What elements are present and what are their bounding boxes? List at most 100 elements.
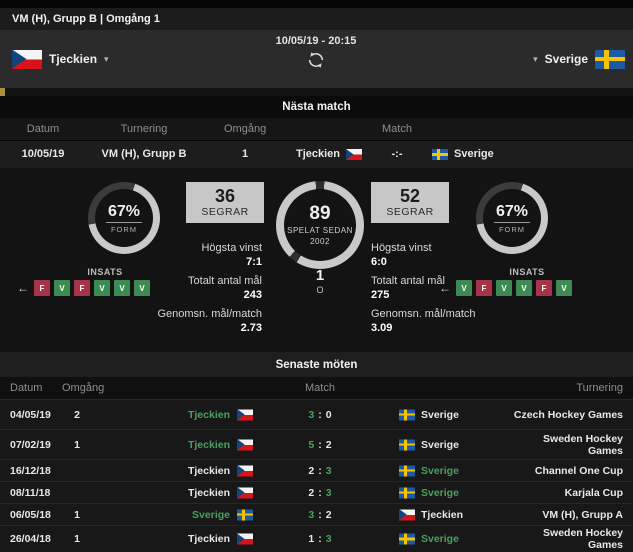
- page-title: VM (H), Grupp B | Omgång 1: [12, 13, 160, 25]
- match-header-center: 10/05/19 - 20:15: [236, 30, 396, 88]
- draws-label: O: [316, 285, 324, 295]
- stat-label: Totalt antal mål: [371, 275, 445, 287]
- form-result-box: V: [556, 280, 572, 296]
- home-team-flag-icon: [237, 439, 253, 450]
- score-separator: :: [318, 438, 322, 451]
- form-result-box: F: [34, 280, 50, 296]
- match-round: 1: [74, 508, 80, 521]
- away-wins-box: 52 SEGRAR: [371, 182, 449, 223]
- history-row[interactable]: 06/05/18 1 Sverige 3:2 Tjeckien VM (H), …: [0, 503, 633, 525]
- played-donut: 89 SPELAT SEDAN 2002: [276, 181, 364, 269]
- match-date: 06/05/18: [10, 508, 51, 521]
- match-score: 3:2: [288, 509, 352, 521]
- next-match-column-headers: Datum Turnering Omgång Match: [0, 118, 633, 141]
- insats-label: INSATS: [87, 267, 123, 277]
- form-result-box: V: [516, 280, 532, 296]
- left-arrow-icon: ←: [439, 281, 451, 295]
- history-section-header: Senaste möten: [0, 352, 633, 377]
- home-team-selector[interactable]: Tjeckien ▾: [12, 30, 109, 88]
- away-team-flag-icon: [399, 487, 415, 498]
- match-score: 3:0: [288, 409, 352, 421]
- next-match-score: -:-: [391, 148, 403, 160]
- breadcrumb: VM (H), Grupp B | Omgång 1: [0, 8, 633, 30]
- history-row[interactable]: 08/11/18 Tjeckien 2:3 Sverige Karjala Cu…: [0, 481, 633, 503]
- next-match-tournament: VM (H), Grupp B: [101, 148, 187, 160]
- top-strip: [0, 0, 633, 8]
- away-team-name: Sverige: [421, 408, 459, 421]
- next-match-row[interactable]: 10/05/19 VM (H), Grupp B 1 Tjeckien -:- …: [0, 141, 633, 168]
- match-date: 07/02/19: [10, 438, 51, 451]
- stat-label: Genomsn. mål/match: [371, 308, 476, 320]
- away-team-name: Sverige: [421, 486, 459, 499]
- match-score: 2:3: [288, 487, 352, 499]
- history-row[interactable]: 04/05/19 2 Tjeckien 3:0 Sverige Czech Ho…: [0, 399, 633, 429]
- czech-flag-icon: [346, 149, 362, 160]
- match-round: 1: [74, 438, 80, 451]
- home-team-name: Tjeckien: [187, 438, 230, 451]
- played-value: 89: [309, 203, 331, 224]
- form-result-box: F: [74, 280, 90, 296]
- next-match-date: 10/05/19: [21, 148, 65, 160]
- away-form-donut: 67% FORM: [476, 182, 548, 254]
- score-away: 3: [325, 486, 332, 499]
- match-header: Tjeckien ▾ 10/05/19 - 20:15 ▾ Sverige: [0, 30, 633, 88]
- section-title: Senaste möten: [275, 358, 358, 371]
- score-home: 2: [308, 486, 315, 499]
- stat-value: 6:0: [371, 256, 387, 268]
- tournament-name: VM (H), Grupp A: [542, 508, 623, 521]
- stat-value: 7:1: [246, 256, 262, 268]
- column-header-match: Match: [305, 382, 335, 394]
- form-result-box: F: [536, 280, 552, 296]
- refresh-icon[interactable]: [307, 51, 325, 74]
- score-away: 0: [325, 408, 332, 421]
- score-separator: :: [318, 464, 322, 477]
- away-team-flag-icon: [399, 509, 415, 520]
- score-away: 2: [325, 508, 332, 521]
- home-recent-form: INSATS ← F V F V V V: [16, 267, 176, 296]
- away-wins-value: 52: [399, 186, 421, 206]
- home-team-name: Tjeckien: [187, 533, 230, 545]
- score-away: 3: [325, 533, 332, 545]
- head-to-head-stats: 67% FORM 36 SEGRAR 89 SPELAT SEDAN 2002 …: [0, 168, 633, 352]
- tournament-name: Sweden Hockey Games: [543, 527, 623, 551]
- history-row[interactable]: 07/02/19 1 Tjeckien 5:2 Sverige Sweden H…: [0, 429, 633, 459]
- stat-value: 243: [243, 289, 262, 301]
- away-team-flag-icon: [399, 533, 415, 545]
- section-title: Nästa match: [282, 101, 351, 113]
- chevron-down-icon: ▾: [104, 53, 109, 64]
- history-row[interactable]: 26/04/18 1 Tjeckien 1:3 Sverige Sweden H…: [0, 525, 633, 552]
- home-form-donut: 67% FORM: [88, 182, 160, 254]
- column-header-omgang: Omgång: [62, 382, 105, 394]
- stat-value: 3.09: [371, 322, 393, 334]
- history-row[interactable]: 16/12/18 Tjeckien 2:3 Sverige Channel On…: [0, 459, 633, 481]
- home-wins-value: 36: [214, 186, 236, 206]
- match-date: 04/05/19: [10, 408, 51, 421]
- score-separator: :: [318, 533, 322, 545]
- match-round: 2: [74, 408, 80, 421]
- home-wins-box: 36 SEGRAR: [186, 182, 264, 223]
- away-team-selector[interactable]: ▾ Sverige: [533, 30, 625, 88]
- home-wins-label: SEGRAR: [201, 206, 249, 218]
- form-result-box: V: [134, 280, 150, 296]
- home-team-name: Tjeckien: [187, 464, 230, 477]
- home-team-name: Tjeckien: [187, 408, 230, 421]
- home-team-flag-icon: [237, 465, 253, 476]
- match-score: 5:2: [288, 439, 352, 451]
- tournament-name: Karjala Cup: [564, 486, 623, 499]
- away-form-label: FORM: [498, 224, 526, 234]
- home-detail-stats: Högsta vinst 7:1 Totalt antal mål 243 Ge…: [82, 242, 262, 341]
- home-form-label: FORM: [110, 224, 138, 234]
- chevron-down-icon: ▾: [533, 53, 538, 64]
- score-away: 3: [325, 464, 332, 477]
- form-result-box: V: [54, 280, 70, 296]
- column-header-turnering: Turnering: [576, 382, 623, 394]
- match-round: 1: [74, 533, 80, 545]
- history-column-headers: Datum Omgång Match Turnering: [0, 377, 633, 399]
- column-header-datum: Datum: [10, 382, 43, 394]
- draws-indicator: 1 O: [276, 267, 364, 295]
- draws-value: 1: [315, 267, 325, 284]
- away-wins-label: SEGRAR: [386, 206, 434, 218]
- czech-flag-icon: [12, 49, 42, 69]
- form-result-box: V: [456, 280, 472, 296]
